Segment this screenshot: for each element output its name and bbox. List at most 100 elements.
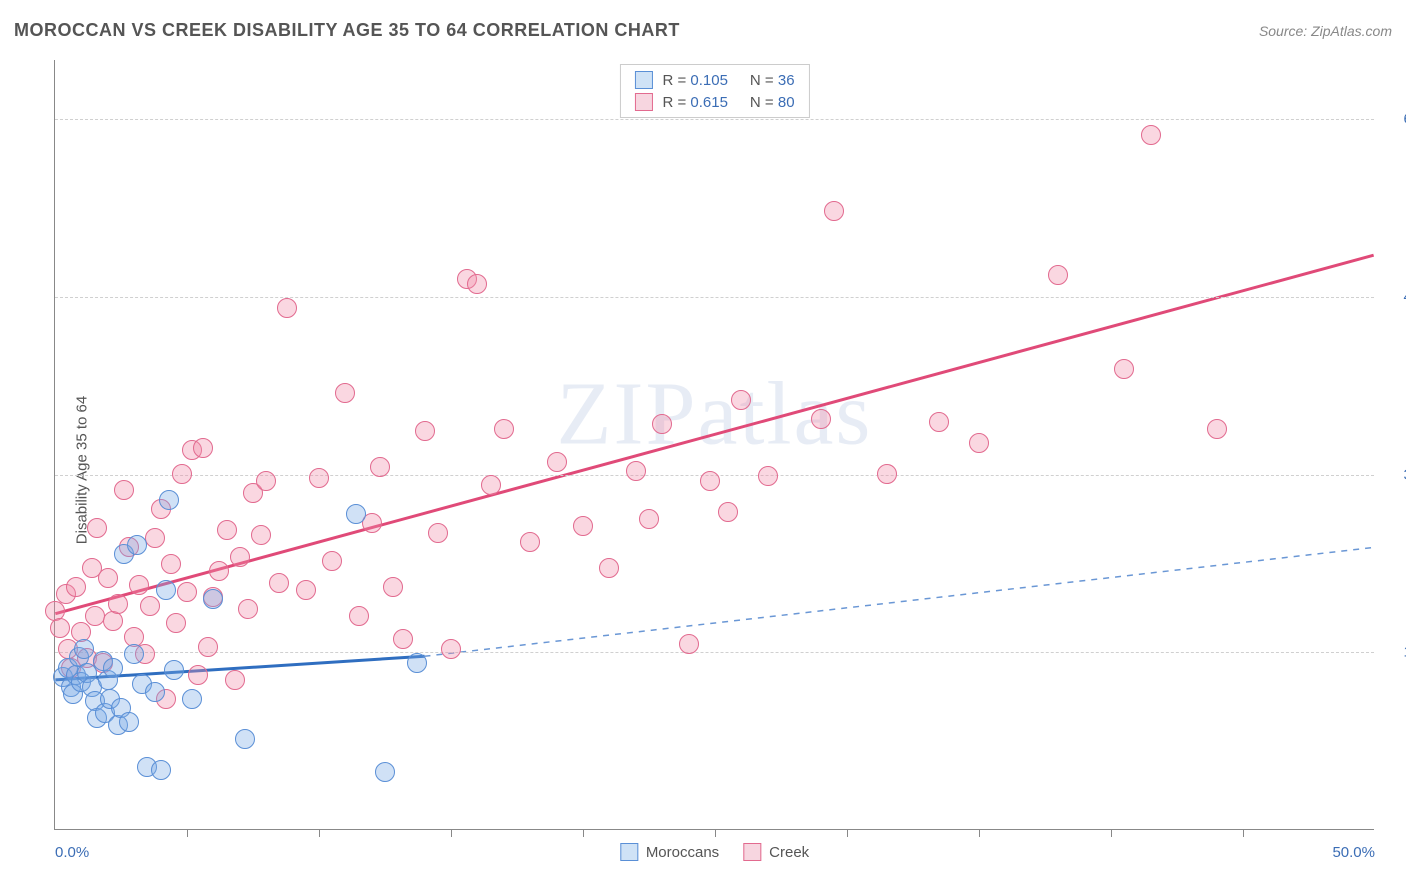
stat-n-label: N = 80 [750,94,795,111]
x-tick [319,829,320,837]
legend-item: Creek [743,843,809,861]
chart-area: Disability Age 35 to 64 ZIPatlas R = 0.1… [14,60,1392,880]
scatter-point [87,518,107,538]
scatter-point [203,589,223,609]
scatter-point [108,594,128,614]
scatter-point [346,504,366,524]
scatter-point [415,421,435,441]
scatter-point [520,532,540,552]
scatter-point [251,525,271,545]
scatter-point [145,682,165,702]
x-tick [187,829,188,837]
scatter-point [85,606,105,626]
scatter-point [309,468,329,488]
trend-line [55,255,1373,613]
legend-swatch [634,71,652,89]
scatter-point [156,580,176,600]
series-legend: Moroccans Creek [620,843,809,861]
scatter-point [547,452,567,472]
scatter-point [679,634,699,654]
scatter-point [877,464,897,484]
stats-row: R = 0.615 N = 80 [630,91,798,113]
scatter-point [225,670,245,690]
legend-label: Moroccans [646,844,719,861]
scatter-point [1207,419,1227,439]
scatter-point [758,466,778,486]
trend-line-extrapolated [424,547,1373,656]
scatter-point [700,471,720,491]
x-tick [847,829,848,837]
scatter-point [127,535,147,555]
scatter-point [238,599,258,619]
scatter-point [74,639,94,659]
scatter-point [103,658,123,678]
scatter-point [375,762,395,782]
scatter-point [467,274,487,294]
scatter-point [652,414,672,434]
scatter-point [151,760,171,780]
scatter-point [209,561,229,581]
scatter-point [198,637,218,657]
stat-r-label: R = 0.615 [662,94,727,111]
source-label: Source: ZipAtlas.com [1259,23,1392,39]
scatter-point [277,298,297,318]
scatter-point [50,618,70,638]
x-tick-label: 0.0% [55,844,89,861]
chart-header: MOROCCAN VS CREEK DISABILITY AGE 35 TO 6… [14,20,1392,41]
scatter-point [599,558,619,578]
scatter-point [731,390,751,410]
scatter-point [182,689,202,709]
scatter-point [322,551,342,571]
legend-label: Creek [769,844,809,861]
trend-lines-layer [55,60,1374,829]
scatter-point [969,433,989,453]
scatter-point [718,502,738,522]
scatter-point [639,509,659,529]
scatter-point [441,639,461,659]
scatter-point [481,475,501,495]
scatter-point [256,471,276,491]
scatter-point [177,582,197,602]
gridline [55,297,1374,298]
legend-item: Moroccans [620,843,719,861]
scatter-point [140,596,160,616]
chart-title: MOROCCAN VS CREEK DISABILITY AGE 35 TO 6… [14,20,680,41]
scatter-point [172,464,192,484]
scatter-point [811,409,831,429]
scatter-point [145,528,165,548]
x-tick [979,829,980,837]
scatter-point [66,577,86,597]
scatter-point [428,523,448,543]
x-tick [583,829,584,837]
scatter-point [98,568,118,588]
scatter-point [161,554,181,574]
stats-legend: R = 0.105 N = 36 R = 0.615 N = 80 [619,64,809,118]
scatter-point [407,653,427,673]
legend-swatch [620,843,638,861]
scatter-point [494,419,514,439]
scatter-point [929,412,949,432]
scatter-point [393,629,413,649]
scatter-point [824,201,844,221]
scatter-point [235,729,255,749]
scatter-point [1114,359,1134,379]
legend-swatch [634,93,652,111]
scatter-point [230,547,250,567]
x-tick-label: 50.0% [1332,844,1375,861]
scatter-point [1141,125,1161,145]
scatter-point [626,461,646,481]
scatter-point [370,457,390,477]
scatter-point [188,665,208,685]
scatter-point [383,577,403,597]
stat-r-label: R = 0.105 [662,72,727,89]
scatter-point [164,660,184,680]
scatter-point [335,383,355,403]
scatter-point [1048,265,1068,285]
scatter-point [159,490,179,510]
scatter-point [124,644,144,664]
x-tick [1243,829,1244,837]
x-tick [1111,829,1112,837]
stat-n-label: N = 36 [750,72,795,89]
scatter-point [349,606,369,626]
scatter-point [114,480,134,500]
